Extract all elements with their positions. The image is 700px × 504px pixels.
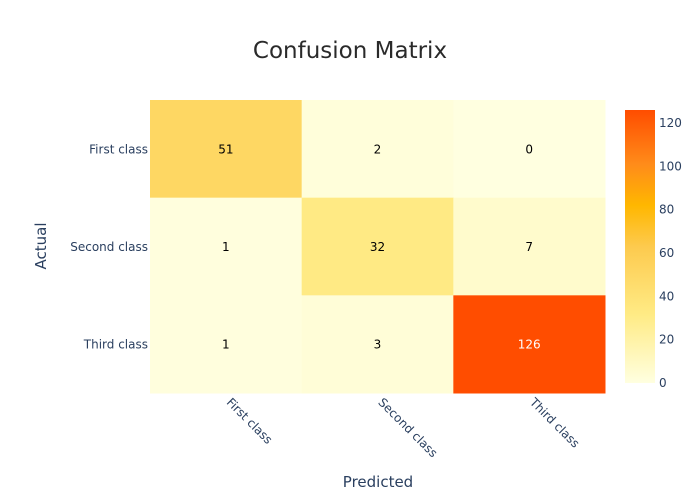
colorbar-tick-label: 100 bbox=[659, 159, 682, 173]
colorbar-tick-label: 80 bbox=[659, 203, 674, 217]
colorbar bbox=[625, 110, 655, 383]
y-axis-title: Actual bbox=[32, 223, 50, 270]
cell-value-label: 3 bbox=[374, 338, 382, 352]
heatmap-cells bbox=[150, 100, 606, 394]
heatmap-cell bbox=[301, 295, 454, 394]
heatmap-cell bbox=[453, 197, 606, 296]
cell-value-label: 2 bbox=[374, 142, 382, 156]
heatmap-cell bbox=[453, 295, 606, 394]
cell-value-label: 1 bbox=[222, 338, 230, 352]
colorbar-tick-label: 20 bbox=[659, 333, 674, 347]
y-tick-label: Third class bbox=[83, 338, 148, 352]
heatmap-cell bbox=[301, 100, 454, 199]
colorbar-tick-label: 0 bbox=[659, 376, 667, 390]
heatmap-cell bbox=[150, 197, 303, 296]
y-axis-tick-labels: First class Second class Third class bbox=[70, 142, 148, 351]
heatmap-cell bbox=[453, 100, 606, 199]
cell-value-label: 1 bbox=[222, 240, 230, 254]
heatmap-cell bbox=[150, 295, 303, 394]
chart-title: Confusion Matrix bbox=[253, 38, 447, 64]
heatmap-cell-labels: 51 2 0 1 32 7 1 3 126 bbox=[218, 142, 540, 351]
cell-value-label: 32 bbox=[370, 240, 385, 254]
x-axis-title: Predicted bbox=[343, 473, 413, 491]
heatmap-cell bbox=[301, 197, 454, 296]
colorbar-tick-labels: 0 20 40 60 80 100 120 bbox=[659, 116, 682, 390]
cell-value-label: 51 bbox=[218, 142, 233, 156]
cell-value-label: 7 bbox=[525, 240, 533, 254]
colorbar-tick-label: 60 bbox=[659, 246, 674, 260]
colorbar-tick-label: 40 bbox=[659, 289, 674, 303]
y-tick-label: First class bbox=[89, 142, 148, 156]
heatmap-cell bbox=[150, 100, 303, 199]
cell-value-label: 126 bbox=[518, 338, 541, 352]
colorbar-tick-label: 120 bbox=[659, 116, 682, 130]
cell-value-label: 0 bbox=[525, 142, 533, 156]
y-tick-label: Second class bbox=[70, 240, 148, 254]
